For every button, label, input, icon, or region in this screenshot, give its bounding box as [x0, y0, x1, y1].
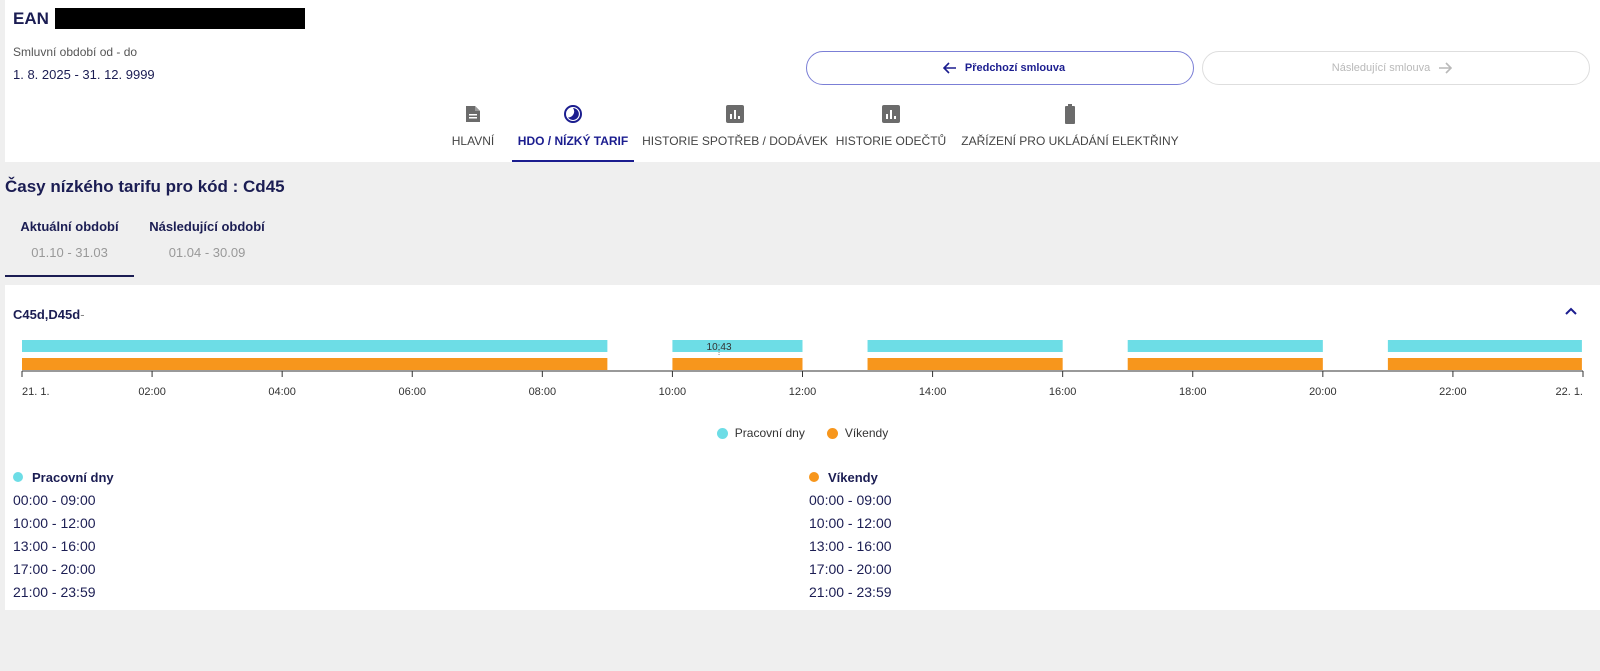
group-code: C45d,D45d: [13, 307, 81, 322]
workdays-dot: [13, 472, 23, 482]
weekends-dot: [809, 472, 819, 482]
list-item: 10:00 - 12:00: [809, 515, 892, 531]
document-icon: [463, 104, 483, 124]
weekends-interval-bar[interactable]: [22, 358, 608, 370]
arrow-right-icon: [1439, 62, 1453, 74]
list-item: 13:00 - 16:00: [809, 538, 892, 554]
list-item: 00:00 - 09:00: [809, 492, 892, 508]
x-tick-label: 10:00: [659, 386, 687, 398]
tariff-group-card: C45d,D45d- 21. 1. 02:00 04:00 06:00 08:00 10:…: [5, 285, 1600, 610]
previous-contract-label: Předchozí smlouva: [964, 62, 1066, 74]
half-moon-icon: [563, 104, 583, 124]
weekends-interval-bar[interactable]: [867, 358, 1063, 370]
previous-contract-button[interactable]: Předchozí smlouva: [806, 51, 1194, 85]
tab-label: HISTORIE SPOTŘEB / DODÁVEK: [642, 134, 828, 148]
x-tick-label: 04:00: [268, 386, 296, 398]
ean-row: EAN: [13, 8, 305, 29]
period-range: 01.04 - 30.09: [168, 245, 246, 260]
x-tick-label: 22:00: [1439, 386, 1467, 398]
active-tab-indicator: [512, 160, 634, 162]
x-tick-label: 20:00: [1309, 386, 1337, 398]
arrow-left-icon: [942, 62, 956, 74]
legend-item-workdays[interactable]: Pracovní dny: [716, 426, 805, 440]
period-range: 01.10 - 31.03: [31, 245, 108, 260]
workdays-list: Pracovní dny 00:00 - 09:00 10:00 - 12:00…: [13, 468, 114, 601]
workdays-interval-bar[interactable]: [867, 340, 1063, 352]
weekends-swatch: [826, 427, 838, 439]
workdays-interval-bar[interactable]: [1387, 340, 1582, 352]
contract-period-value: 1. 8. 2025 - 31. 12. 9999: [13, 67, 155, 82]
list-item: 21:00 - 23:59: [13, 584, 96, 600]
contract-header: EAN Smluvní období od - do 1. 8. 2025 - …: [5, 0, 1600, 162]
x-tick-label: 02:00: [138, 386, 166, 398]
battery-icon: [1060, 104, 1080, 124]
x-tick-label: 16:00: [1049, 386, 1077, 398]
tab-hdo-nizky-tarif[interactable]: HDO / NÍZKÝ TARIF: [512, 104, 634, 162]
weekends-interval-bar[interactable]: [1127, 358, 1323, 370]
bar-chart-icon: [881, 104, 901, 124]
list-item: 10:00 - 12:00: [13, 515, 96, 531]
list-header: Pracovní dny: [13, 468, 114, 486]
tab-label: HISTORIE ODEČTŮ: [835, 134, 947, 148]
next-contract-label: Následující smlouva: [1331, 62, 1431, 74]
contract-period-label: Smluvní období od - do: [13, 45, 138, 59]
workdays-swatch: [716, 427, 728, 439]
tariff-timeline-chart: 21. 1. 02:00 04:00 06:00 08:00 10:00 12:00 14:0…: [21, 340, 1584, 398]
x-tick-label: 08:00: [529, 386, 557, 398]
weekends-list: Víkendy 00:00 - 09:00 10:00 - 12:00 13:0…: [809, 468, 892, 601]
tab-historie-odectu[interactable]: HISTORIE ODEČTŮ: [835, 104, 947, 162]
current-time-label: 10:43: [707, 342, 732, 353]
tab-label: HLAVNÍ: [451, 134, 495, 148]
list-item: 13:00 - 16:00: [13, 538, 96, 554]
detail-tabs: HLAVNÍ HDO / NÍZKÝ TARIF HISTORIE SPOTŘE…: [5, 104, 1600, 162]
tab-historie-spotreb[interactable]: HISTORIE SPOTŘEB / DODÁVEK: [641, 104, 829, 162]
x-tick-label: 12:00: [789, 386, 817, 398]
x-tick-label: 18:00: [1179, 386, 1207, 398]
group-title: C45d,D45d-: [13, 307, 85, 322]
list-item: 17:00 - 20:00: [13, 561, 96, 577]
period-name: Následující období: [149, 219, 265, 234]
workdays-interval-bar[interactable]: [1127, 340, 1323, 352]
weekends-interval-bar[interactable]: [672, 358, 803, 370]
legend-label: Víkendy: [844, 426, 889, 440]
bar-chart-icon: [725, 104, 745, 124]
tab-zarizeni-ukladani[interactable]: ZAŘÍZENÍ PRO UKLÁDÁNÍ ELEKTŘINY: [959, 104, 1181, 162]
legend-item-weekends[interactable]: Víkendy: [826, 426, 889, 440]
workdays-interval-bar[interactable]: [22, 340, 608, 352]
tab-label: HDO / NÍZKÝ TARIF: [517, 134, 629, 148]
period-name: Aktuální období: [20, 219, 119, 234]
x-tick-label: 21. 1.: [22, 386, 50, 398]
next-contract-button[interactable]: Následující smlouva: [1202, 51, 1590, 85]
x-tick-label: 06:00: [398, 386, 426, 398]
section-title: Časy nízkého tarifu pro kód : Cd45: [5, 177, 285, 196]
legend-label: Pracovní dny: [734, 426, 805, 440]
list-title: Víkendy: [828, 469, 878, 485]
chevron-up-icon: [1565, 307, 1577, 315]
tab-hlavni[interactable]: HLAVNÍ: [443, 104, 503, 162]
x-tick-label: 22. 1.: [1555, 386, 1583, 398]
period-tab-current[interactable]: Aktuální období 01.10 - 31.03: [5, 219, 134, 277]
list-header: Víkendy: [809, 468, 892, 486]
chart-legend: Pracovní dny Víkendy: [5, 426, 1600, 440]
tab-label: ZAŘÍZENÍ PRO UKLÁDÁNÍ ELEKTŘINY: [961, 134, 1179, 148]
active-period-indicator: [5, 275, 134, 277]
list-item: 21:00 - 23:59: [809, 584, 892, 600]
collapse-button[interactable]: [1562, 303, 1580, 321]
list-item: 17:00 - 20:00: [809, 561, 892, 577]
list-item: 00:00 - 09:00: [13, 492, 96, 508]
weekends-interval-bar[interactable]: [1387, 358, 1582, 370]
workdays-interval-bar[interactable]: [672, 340, 803, 352]
list-title: Pracovní dny: [32, 469, 114, 485]
ean-label: EAN: [13, 8, 49, 28]
group-dash: -: [80, 307, 85, 322]
x-tick-label: 14:00: [919, 386, 947, 398]
period-tab-next[interactable]: Následující období 01.04 - 30.09: [146, 219, 268, 277]
ean-redacted-value: [54, 8, 305, 29]
